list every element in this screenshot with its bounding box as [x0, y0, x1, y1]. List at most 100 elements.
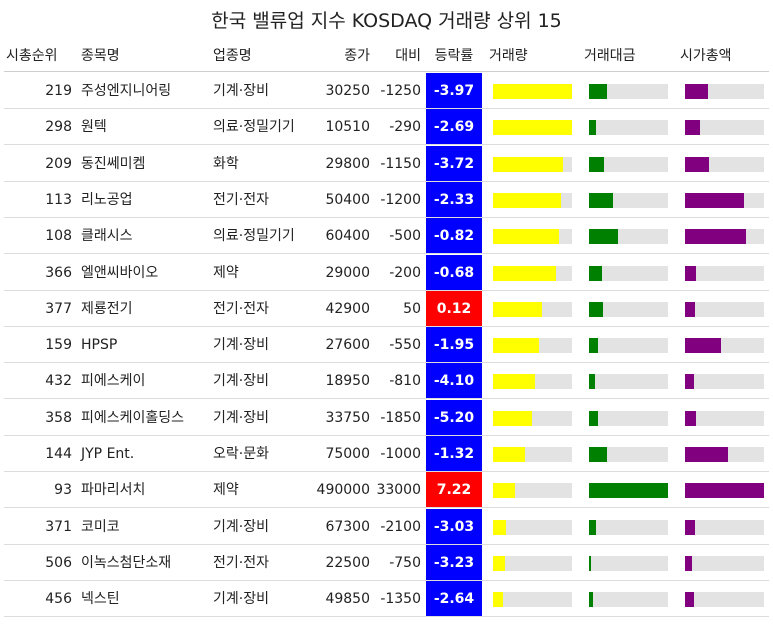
header-diff: 대비 — [395, 48, 421, 64]
cell-price: 49850 — [325, 591, 370, 608]
header-amount: 거래대금 — [584, 48, 636, 64]
amount-bar-track — [589, 447, 668, 462]
cell-price: 22500 — [325, 554, 370, 571]
volume-bar-track — [493, 265, 572, 281]
volume-bar-fill — [493, 483, 516, 499]
cell-rank: 358 — [45, 409, 72, 426]
cell-price: 42900 — [325, 300, 370, 317]
cell-rank: 366 — [45, 264, 72, 281]
amount-bar-track — [589, 338, 668, 354]
cell-diff: -200 — [389, 264, 421, 281]
amount-bar-fill — [589, 84, 608, 99]
mcap-bar-fill — [685, 120, 700, 136]
cell-rate: -4.10 — [426, 363, 482, 400]
cell-rank: 298 — [45, 119, 72, 136]
cell-rate: -0.68 — [426, 254, 482, 291]
cell-rank: 113 — [45, 191, 72, 208]
mcap-bar-track — [685, 374, 764, 390]
mcap-bar-track — [685, 555, 764, 571]
cell-rate: -2.64 — [426, 581, 482, 618]
mcap-bar-track — [685, 120, 764, 136]
cell-rate: -1.95 — [426, 327, 482, 364]
cell-sector: 제약 — [213, 264, 239, 281]
mcap-bar-fill — [685, 156, 710, 172]
row-divider — [4, 507, 769, 509]
row-divider — [4, 616, 769, 618]
cell-diff: -550 — [389, 337, 421, 354]
cell-price: 33750 — [325, 409, 370, 426]
volume-bar-track — [493, 192, 572, 208]
amount-bar-fill — [589, 447, 608, 462]
cell-rank: 219 — [45, 83, 72, 99]
amount-bar-track — [589, 555, 668, 571]
volume-bar-fill — [493, 555, 505, 571]
amount-bar-fill — [589, 410, 599, 426]
cell-price: 60400 — [325, 228, 370, 245]
header-mcap: 시가총액 — [680, 48, 732, 64]
amount-bar-track — [589, 519, 668, 535]
cell-sector: 제약 — [213, 482, 239, 499]
cell-sector: 기계·장비 — [213, 337, 269, 354]
amount-bar-fill — [589, 301, 604, 317]
cell-rate: -2.33 — [426, 181, 482, 218]
volume-bar-track — [493, 483, 572, 499]
table-row: 298 원텍 의료·정밀기기 10510 -290 -2.69 — [0, 109, 773, 146]
row-divider — [4, 253, 769, 255]
cell-diff: -1350 — [380, 591, 421, 608]
table-row: 93 파마리서치 제약 490000 33000 7.22 — [0, 472, 773, 509]
cell-price: 27600 — [325, 337, 370, 354]
volume-bar-track — [493, 447, 572, 462]
cell-name: 넥스틴 — [81, 591, 120, 608]
cell-diff: 33000 — [376, 482, 421, 499]
cell-rank: 209 — [45, 155, 72, 172]
header-volume: 거래량 — [489, 48, 528, 64]
cell-price: 10510 — [325, 119, 370, 136]
table-row: 506 이녹스첨단소재 전기·전자 22500 -750 -3.23 — [0, 544, 773, 581]
cell-rank: 371 — [45, 518, 72, 535]
amount-bar-fill — [589, 555, 592, 571]
table-row: 113 리노공업 전기·전자 50400 -1200 -2.33 — [0, 181, 773, 218]
volume-bar-fill — [493, 120, 572, 136]
volume-bar-track — [493, 338, 572, 354]
cell-price: 50400 — [325, 191, 370, 208]
amount-bar-fill — [589, 374, 595, 390]
mcap-bar-fill — [685, 410, 697, 426]
row-divider — [4, 434, 769, 436]
cell-sector: 전기·전자 — [213, 300, 269, 317]
volume-bar-fill — [493, 338, 539, 354]
volume-bar-track — [493, 592, 572, 608]
cell-sector: 의료·정밀기기 — [213, 228, 295, 245]
volume-bar-fill — [493, 192, 561, 208]
cell-sector: 전기·전자 — [213, 191, 269, 208]
table-row: 209 동진쎄미켐 화학 29800 -1150 -3.72 — [0, 145, 773, 182]
cell-rank: 159 — [45, 337, 72, 354]
volume-bar-fill — [493, 410, 532, 426]
mcap-bar-fill — [685, 229, 746, 245]
cell-sector: 기계·장비 — [213, 373, 269, 390]
cell-diff: -1150 — [380, 155, 421, 172]
mcap-bar-track — [685, 192, 764, 208]
cell-sector: 오락·문화 — [213, 446, 269, 462]
mcap-bar-track — [685, 265, 764, 281]
volume-bar-fill — [493, 156, 563, 172]
amount-bar-track — [589, 84, 668, 99]
cell-rank: 506 — [45, 554, 72, 571]
cell-name: 클래시스 — [81, 228, 133, 245]
amount-bar-fill — [589, 592, 593, 608]
mcap-bar-fill — [685, 301, 696, 317]
amount-bar-track — [589, 192, 668, 208]
cell-rate: -0.82 — [426, 218, 482, 255]
cell-name: 제룡전기 — [81, 300, 133, 317]
amount-bar-track — [589, 410, 668, 426]
cell-price: 490000 — [316, 482, 370, 499]
cell-diff: -290 — [389, 119, 421, 136]
volume-bar-fill — [493, 265, 557, 281]
volume-bar-fill — [493, 447, 526, 462]
cell-sector: 기계·장비 — [213, 591, 269, 608]
cell-name: 원텍 — [81, 119, 107, 136]
header-price: 종가 — [344, 48, 370, 64]
cell-diff: -1250 — [380, 83, 421, 99]
row-divider — [4, 108, 769, 109]
cell-diff: -1850 — [380, 409, 421, 426]
amount-bar-fill — [589, 265, 603, 281]
